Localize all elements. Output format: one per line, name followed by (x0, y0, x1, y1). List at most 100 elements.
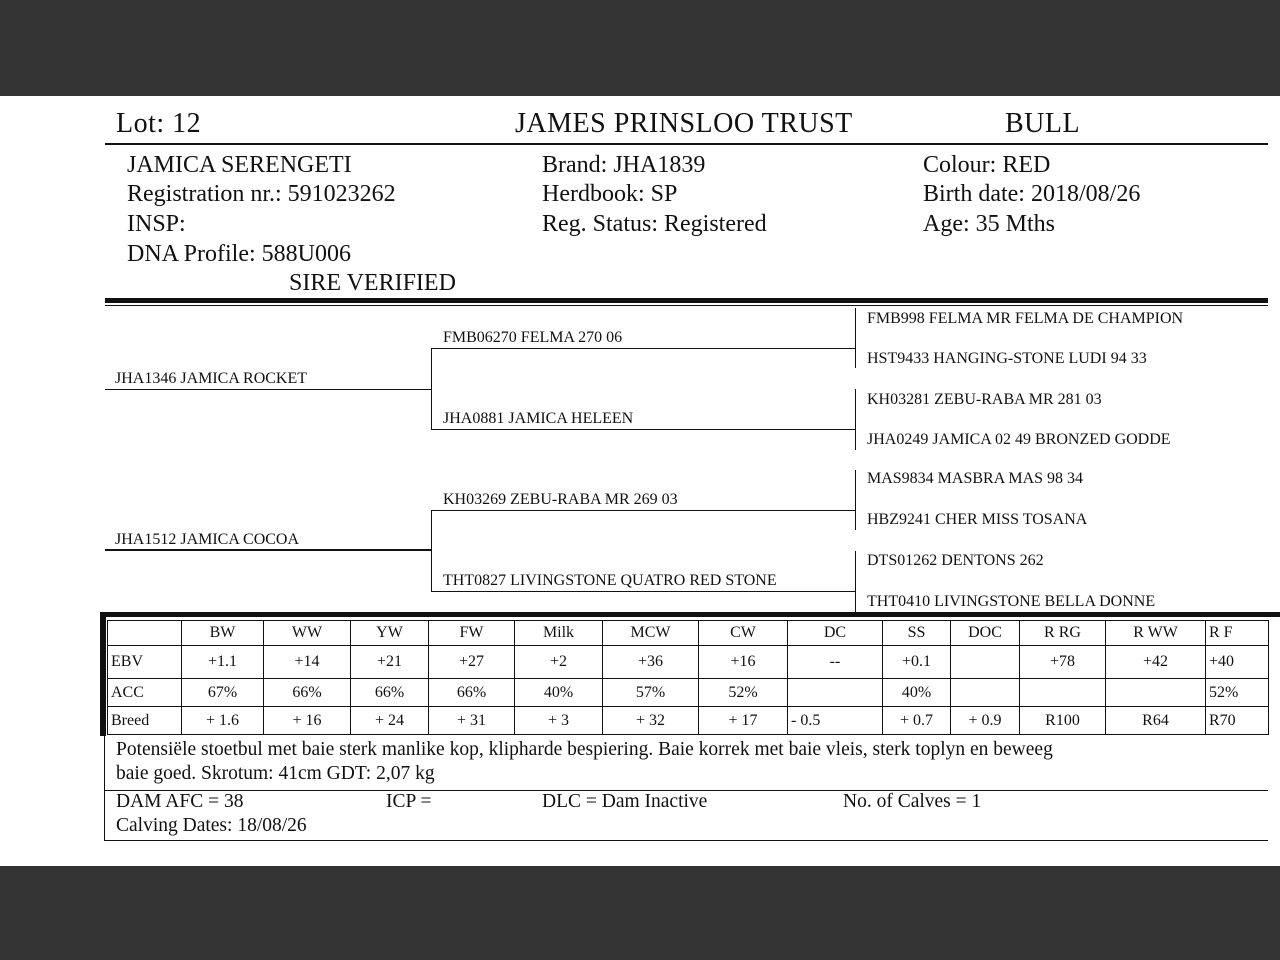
column-header: R F (1205, 620, 1269, 646)
ebv-table: BW WW YW FW Milk MCW CW DC SS DOC R RG R WW R F EBV +1… (107, 620, 1269, 735)
table-cell: 66% (350, 678, 429, 707)
pedigree-gen3: JHA0249 JAMICA 02 49 BRONZED GODDE (867, 431, 1171, 448)
divider (105, 143, 1268, 145)
pedigree-gen2: FMB06270 FELMA 270 06 (443, 329, 623, 346)
table-cell: Breed (107, 706, 182, 735)
table-cell: - 0.5 (787, 706, 883, 735)
table-cell: 57% (602, 678, 699, 707)
table-cell: +42 (1105, 645, 1206, 679)
table-cell: +21 (350, 645, 429, 679)
pedigree-gen3: FMB998 FELMA MR FELMA DE CHAMPION (867, 310, 1184, 327)
table-header-row: BW WW YW FW Milk MCW CW DC SS DOC R RG R WW R F (107, 620, 1269, 646)
column-header: R WW (1105, 620, 1206, 646)
table-cell: + 24 (350, 706, 429, 735)
registration: Registration nr.: 591023262 (127, 181, 396, 207)
pedigree-gen3: HST9433 HANGING-STONE LUDI 94 33 (867, 350, 1147, 367)
top-bar (0, 0, 1280, 96)
breeder-name: JAMES PRINSLOO TRUST (515, 108, 853, 139)
table-cell: 40% (514, 678, 603, 707)
herdbook: Herdbook: SP (542, 181, 678, 207)
table-cell: ACC (107, 678, 182, 707)
table-cell (950, 678, 1020, 707)
table-cell: R100 (1019, 706, 1106, 735)
column-header: Milk (514, 620, 603, 646)
calving-dates: Calving Dates: 18/08/26 (116, 815, 307, 836)
comment-line: baie goed. Skrotum: 41cm GDT: 2,07 kg (116, 763, 435, 784)
column-header: YW (350, 620, 429, 646)
pedigree-gen3: MAS9834 MASBRA MAS 98 34 (867, 470, 1084, 487)
table-cell (1019, 678, 1106, 707)
age: Age: 35 Mths (923, 211, 1055, 237)
comment-line: Potensiële stoetbul met baie sterk manli… (116, 739, 1053, 760)
table-row: Breed + 1.6 + 16 + 24 + 31 + 3 + 32 + 17- 0.5 + … (107, 706, 1269, 735)
table-cell: +0.1 (882, 645, 951, 679)
column-header: DOC (950, 620, 1020, 646)
animal-name: JAMICA SERENGETI (127, 152, 352, 178)
table-cell: +40 (1205, 645, 1269, 679)
table-cell: +27 (428, 645, 515, 679)
reg-status: Reg. Status: Registered (542, 211, 767, 237)
table-cell: 67% (181, 678, 264, 707)
table-cell (787, 678, 883, 707)
pedigree-gen3: THT0410 LIVINGSTONE BELLA DONNE (867, 593, 1156, 610)
pedigree-gen3: HBZ9241 CHER MISS TOSANA (867, 511, 1088, 528)
table-cell (950, 645, 1020, 679)
bottom-bar (0, 866, 1280, 960)
brand: Brand: JHA1839 (542, 152, 706, 178)
dam-afc: DAM AFC = 38 (116, 791, 244, 812)
column-header (107, 620, 182, 646)
table-cell: + 31 (428, 706, 515, 735)
column-header: CW (698, 620, 788, 646)
table-cell: 52% (1205, 678, 1269, 707)
table-cell (1105, 678, 1206, 707)
colour: Colour: RED (923, 152, 1051, 178)
table-cell: + 0.9 (950, 706, 1020, 735)
table-cell: + 1.6 (181, 706, 264, 735)
lot-number: Lot: 12 (116, 108, 202, 139)
table-cell: 66% (428, 678, 515, 707)
table-cell: 40% (882, 678, 951, 707)
table-cell: R64 (1105, 706, 1206, 735)
table-row: EBV +1.1 +14 +21 +27 +2 +36 +16 -- +0.1 +78 +42 +40 (107, 645, 1269, 679)
table-cell: +1.1 (181, 645, 264, 679)
pedigree-gen2: JHA0881 JAMICA HELEEN (443, 410, 634, 427)
divider (105, 298, 1268, 303)
pedigree-gen2: THT0827 LIVINGSTONE QUATRO RED STONE (443, 572, 777, 589)
column-header: MCW (602, 620, 699, 646)
table-cell: + 17 (698, 706, 788, 735)
table-cell: +14 (263, 645, 351, 679)
divider (105, 305, 1268, 306)
icp: ICP = (386, 791, 432, 812)
birth-date: Birth date: 2018/08/26 (923, 181, 1141, 207)
dlc: DLC = Dam Inactive (542, 791, 708, 812)
sire-verified: SIRE VERIFIED (289, 270, 456, 296)
table-cell: + 32 (602, 706, 699, 735)
pedigree-gen3: DTS01262 DENTONS 262 (867, 552, 1044, 569)
table-cell: EBV (107, 645, 182, 679)
column-header: FW (428, 620, 515, 646)
dna-profile: DNA Profile: 588U006 (127, 241, 351, 267)
table-cell: 52% (698, 678, 788, 707)
table-cell: + 0.7 (882, 706, 951, 735)
pedigree-gen2: KH03269 ZEBU-RABA MR 269 03 (443, 491, 678, 508)
table-cell: + 3 (514, 706, 603, 735)
table-cell: +78 (1019, 645, 1106, 679)
column-header: R RG (1019, 620, 1106, 646)
no-of-calves: No. of Calves = 1 (843, 791, 982, 812)
table-cell: R70 (1205, 706, 1269, 735)
pedigree-gen3: KH03281 ZEBU-RABA MR 281 03 (867, 391, 1102, 408)
column-header: SS (882, 620, 951, 646)
table-cell: 66% (263, 678, 351, 707)
sire: JHA1346 JAMICA ROCKET (115, 370, 308, 387)
table-cell: +36 (602, 645, 699, 679)
insp: INSP: (127, 211, 186, 237)
table-cell: + 16 (263, 706, 351, 735)
sex: BULL (1005, 108, 1081, 139)
table-cell: +16 (698, 645, 788, 679)
column-header: WW (263, 620, 351, 646)
column-header: DC (787, 620, 883, 646)
dam: JHA1512 JAMICA COCOA (115, 531, 300, 548)
table-cell: +2 (514, 645, 603, 679)
table-row: ACC 67% 66% 66% 66% 40% 57% 52% 40% 52% (107, 678, 1269, 707)
table-cell: -- (787, 645, 883, 679)
